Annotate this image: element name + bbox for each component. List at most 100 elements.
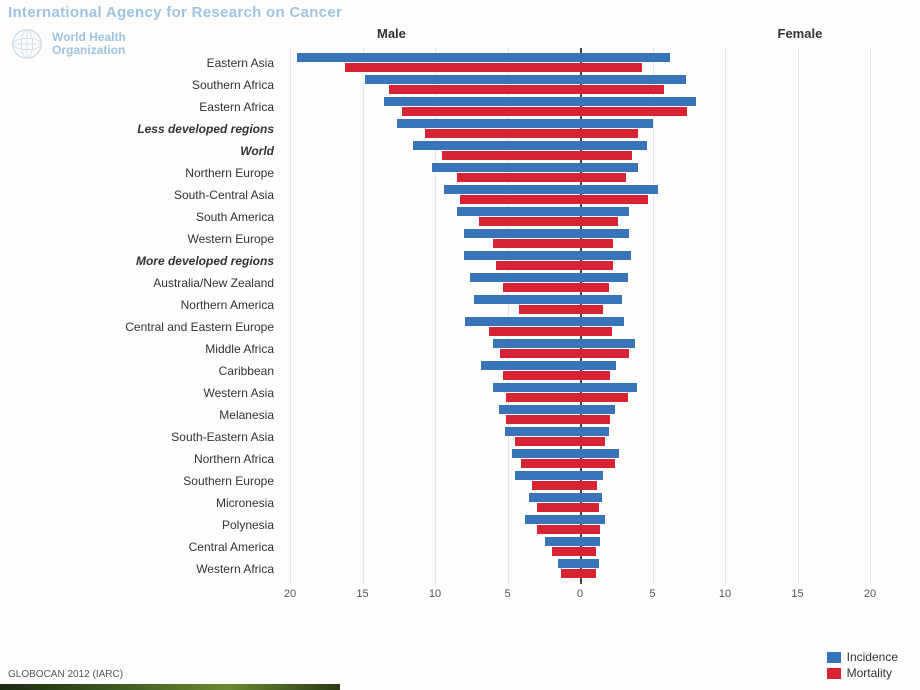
region-row: South-Central Asia [140,184,880,206]
x-tick-label: 20 [284,588,296,600]
bar-female-incidence [580,537,600,546]
x-tick-label: 5 [649,588,655,600]
bar-female-mortality [580,349,629,358]
bar-male-incidence [397,119,580,128]
bottom-photo-strip [0,684,340,690]
bar-female-mortality [580,195,648,204]
bar-male-incidence [457,207,580,216]
bar-male-mortality [503,371,580,380]
region-label: Polynesia [82,514,282,536]
bar-female-incidence [580,207,629,216]
region-row: Central America [140,536,880,558]
legend-label-incidence: Incidence [847,650,898,664]
bar-female-incidence [580,295,622,304]
bar-male-incidence [474,295,580,304]
bar-female-mortality [580,85,664,94]
chart-container: 201510505101520Eastern AsiaSouthern Afri… [140,26,880,636]
region-row: Western Europe [140,228,880,250]
bar-female-mortality [580,437,605,446]
region-row: Western Africa [140,558,880,580]
region-label: Western Europe [82,228,282,250]
bar-male-incidence [384,97,580,106]
region-label: World [82,140,282,162]
bar-female-incidence [580,97,696,106]
region-row: Micronesia [140,492,880,514]
x-tick-label: 15 [791,588,803,600]
bar-female-mortality [580,547,596,556]
legend-swatch-incidence [827,652,841,663]
bar-female-mortality [580,569,596,578]
region-label: More developed regions [82,250,282,272]
bar-male-incidence [515,471,580,480]
region-row: Southern Europe [140,470,880,492]
legend-swatch-mortality [827,668,841,679]
bar-female-incidence [580,493,602,502]
bar-male-mortality [552,547,580,556]
region-label: South-Central Asia [82,184,282,206]
bar-male-mortality [532,481,580,490]
bar-female-mortality [580,415,610,424]
bar-male-mortality [493,239,580,248]
bar-female-mortality [580,371,610,380]
region-label: Southern Africa [82,74,282,96]
bar-male-mortality [561,569,580,578]
legend-item-mortality: Mortality [827,666,898,680]
bar-female-incidence [580,339,635,348]
region-label: Eastern Africa [82,96,282,118]
region-row: Australia/New Zealand [140,272,880,294]
bar-female-incidence [580,141,647,150]
bar-male-incidence [464,251,580,260]
bar-male-mortality [460,195,580,204]
bar-female-mortality [580,129,638,138]
bar-female-mortality [580,481,597,490]
bar-female-mortality [580,305,603,314]
bar-male-incidence [529,493,580,502]
bar-male-mortality [425,129,580,138]
male-heading: Male [377,26,406,44]
bar-female-incidence [580,229,629,238]
bar-male-mortality [506,393,580,402]
region-row: Northern Europe [140,162,880,184]
bar-female-mortality [580,503,599,512]
bar-male-incidence [413,141,580,150]
bar-male-mortality [537,503,581,512]
bar-female-incidence [580,119,653,128]
region-label: Northern Europe [82,162,282,184]
bar-female-incidence [580,471,603,480]
bar-female-incidence [580,405,615,414]
region-row: Eastern Africa [140,96,880,118]
who-logo-icon [8,27,46,61]
region-label: Australia/New Zealand [82,272,282,294]
agency-title: International Agency for Research on Can… [8,4,342,21]
x-tick-label: 5 [504,588,510,600]
bar-female-mortality [580,151,632,160]
bar-female-mortality [580,173,626,182]
bar-male-mortality [537,525,581,534]
bar-female-incidence [580,427,609,436]
x-tick-label: 10 [429,588,441,600]
bar-male-incidence [465,317,580,326]
region-row: World [140,140,880,162]
region-row: South America [140,206,880,228]
bar-female-incidence [580,163,638,172]
x-tick-label: 0 [577,588,583,600]
region-row: Central and Eastern Europe [140,316,880,338]
bar-male-incidence [545,537,580,546]
bar-female-incidence [580,53,670,62]
bar-male-mortality [506,415,580,424]
region-label: Western Africa [82,558,282,580]
region-label: Melanesia [82,404,282,426]
bar-male-incidence [470,273,580,282]
region-label: South-Eastern Asia [82,426,282,448]
bar-female-incidence [580,75,686,84]
region-row: Middle Africa [140,338,880,360]
chart-plot-area: 201510505101520Eastern AsiaSouthern Afri… [140,48,880,584]
region-label: Micronesia [82,492,282,514]
region-row: Eastern Asia [140,52,880,74]
bar-male-mortality [489,327,580,336]
x-tick-label: 15 [356,588,368,600]
legend-label-mortality: Mortality [847,666,892,680]
bar-female-mortality [580,63,642,72]
bar-female-mortality [580,261,613,270]
bar-female-mortality [580,217,618,226]
